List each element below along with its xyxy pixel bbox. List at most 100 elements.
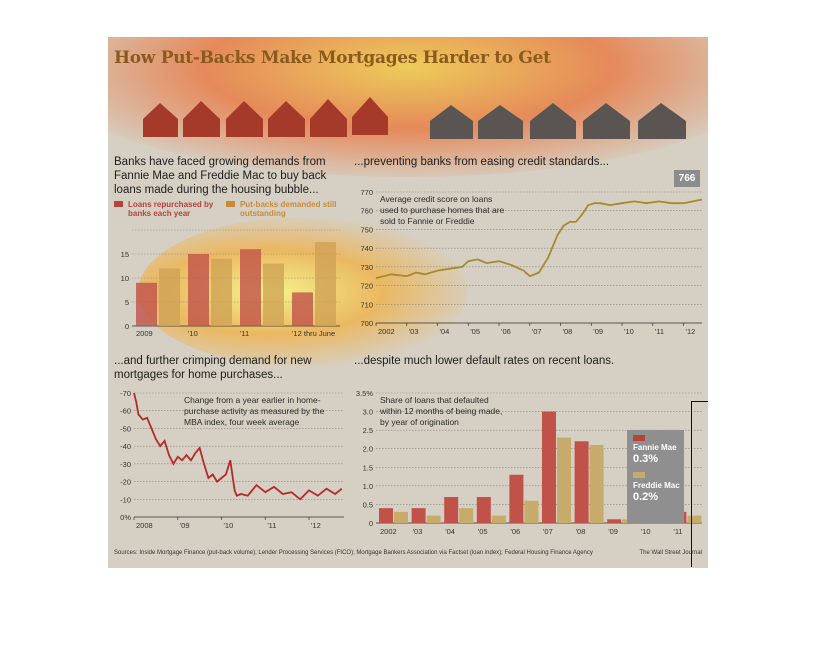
- bar: [524, 500, 539, 523]
- sources-line: Sources: Inside Mortgage Finance (put-ba…: [114, 550, 593, 556]
- y-tick-label: 1.5: [363, 463, 373, 472]
- bar: [292, 292, 313, 326]
- bar: [542, 411, 556, 523]
- y-tick-label: 15: [121, 250, 129, 259]
- legend-swatch-putbacks: [226, 201, 235, 207]
- bar: [607, 519, 622, 523]
- x-tick-label: 2008: [136, 521, 153, 530]
- y-tick-label: 760: [360, 207, 373, 216]
- y-tick-label: 770: [360, 188, 373, 197]
- chart-default-rates: 0 0.5 1.0 1.5 2.0 2.5 3.0 3.5% 2002 '03 '04 '05 '06 '…: [356, 389, 702, 536]
- y-tick-label: 1.0: [363, 482, 373, 491]
- y-tick-label: -10: [120, 495, 131, 504]
- y-tick-label: 3.5%: [356, 389, 373, 398]
- panel4-note: Share of loans that defaulted within 12 …: [380, 395, 503, 427]
- y-tick-label: 0: [125, 322, 129, 331]
- legend-putbacks: Put-backs demanded still outstanding: [240, 200, 337, 218]
- x-tick-label: '05: [470, 327, 480, 336]
- x-tick-label: '11: [673, 527, 682, 536]
- x-tick-label: '09: [180, 521, 190, 530]
- houses-illustration: [143, 97, 686, 139]
- chart-purchase-activity: 0% -10 -20 -30 -40 -50 -60 -70 2008 '09 '10 '11 '12: [120, 389, 344, 530]
- bar: [574, 441, 589, 523]
- bar: [188, 254, 209, 326]
- x-tick-label: '03: [413, 527, 423, 536]
- legend-repurchased: Loans repurchased by banks each year: [128, 200, 214, 218]
- y-tick-label: 5: [125, 298, 129, 307]
- bar: [509, 474, 524, 523]
- legend-swatch-freddie: [633, 472, 645, 478]
- bar: [589, 445, 604, 523]
- gray-houses: [430, 103, 686, 139]
- x-tick-label: '12: [311, 521, 321, 530]
- annotation-line-horizontal: [691, 401, 708, 402]
- x-tick-label: '10: [624, 327, 634, 336]
- x-tick-label: 2002: [378, 327, 395, 336]
- y-tick-label: -40: [120, 442, 131, 451]
- x-tick-label: '08: [563, 327, 573, 336]
- series-line: [133, 392, 343, 501]
- x-tick-label: '06: [501, 327, 511, 336]
- y-tick-label: 700: [360, 319, 373, 328]
- legend-swatch-fannie: [633, 435, 645, 441]
- bar: [240, 249, 261, 326]
- x-tick-label: '09: [608, 527, 618, 536]
- bar: [491, 515, 506, 523]
- legend-fannie-value: 0.3%: [633, 453, 659, 465]
- bar: [687, 515, 702, 523]
- x-tick-label: '10: [641, 527, 651, 536]
- annotation-line-vertical: [691, 401, 692, 567]
- bar: [159, 268, 180, 326]
- x-tick-label: '06: [510, 527, 520, 536]
- x-tick-label: 2002: [380, 527, 397, 536]
- chart-credit-score: 700 710 720 730 740 750 760 770 2002 '03 '04 '05 '06…: [360, 188, 703, 336]
- bar: [557, 437, 571, 523]
- credit-line: The Wall Street Journal: [639, 550, 702, 556]
- legend-swatch-repurchased: [114, 201, 123, 207]
- series-line: [375, 198, 703, 279]
- bar: [426, 515, 441, 523]
- panel3-title: ...and further crimping demand for new m…: [114, 355, 312, 381]
- legend-fannie-label: Fannie Mae: [633, 443, 677, 452]
- legend-box: Fannie Mae 0.3% Freddie Mac 0.2%: [627, 430, 684, 523]
- x-tick-label: '11: [240, 329, 249, 338]
- infographic: How Put-Backs Make Mortgages Harder to G…: [108, 37, 708, 568]
- y-tick-label: 710: [360, 300, 373, 309]
- page-title: How Put-Backs Make Mortgages Harder to G…: [114, 48, 551, 68]
- legend-freddie-label: Freddie Mac: [633, 481, 680, 490]
- x-tick-label: '11: [655, 327, 664, 336]
- x-tick-label: '03: [409, 327, 419, 336]
- panel2-note: Average credit score on loans used to pu…: [380, 194, 505, 226]
- y-tick-label: 2.0: [363, 445, 373, 454]
- y-tick-label: -50: [120, 424, 131, 433]
- y-tick-label: 0: [369, 519, 373, 528]
- x-tick-label: '08: [576, 527, 586, 536]
- y-tick-label: -60: [120, 407, 131, 416]
- bar: [379, 508, 393, 523]
- bar: [444, 497, 459, 523]
- bar: [263, 263, 284, 326]
- y-tick-label: 2.5: [363, 426, 373, 435]
- y-tick-label: 720: [360, 282, 373, 291]
- y-tick-label: -20: [120, 478, 131, 487]
- y-tick-label: 10: [121, 274, 129, 283]
- x-tick-label: '09: [593, 327, 603, 336]
- bar: [211, 258, 232, 326]
- x-tick-label: '05: [478, 527, 488, 536]
- bar: [315, 242, 336, 326]
- x-tick-label: '07: [532, 327, 542, 336]
- x-tick-label: '11: [267, 521, 276, 530]
- credit-score-callout: 766: [674, 170, 700, 187]
- y-tick-label: 0.5: [363, 500, 373, 509]
- bar: [476, 497, 491, 523]
- chart-putbacks: 0 5 10 15 2009 '10 '11 '12 thru June: [121, 229, 340, 338]
- y-tick-label: 740: [360, 244, 373, 253]
- y-tick-label: 3.0: [363, 408, 373, 417]
- x-tick-label: '04: [440, 327, 450, 336]
- x-tick-label: '10: [188, 329, 198, 338]
- panel3-note: Change from a year earlier in home-purch…: [184, 395, 325, 427]
- x-tick-label: '07: [543, 527, 553, 536]
- x-tick-label: '10: [224, 521, 234, 530]
- x-tick-label: '12: [686, 327, 696, 336]
- panel2-title: ...preventing banks from easing credit s…: [354, 156, 610, 168]
